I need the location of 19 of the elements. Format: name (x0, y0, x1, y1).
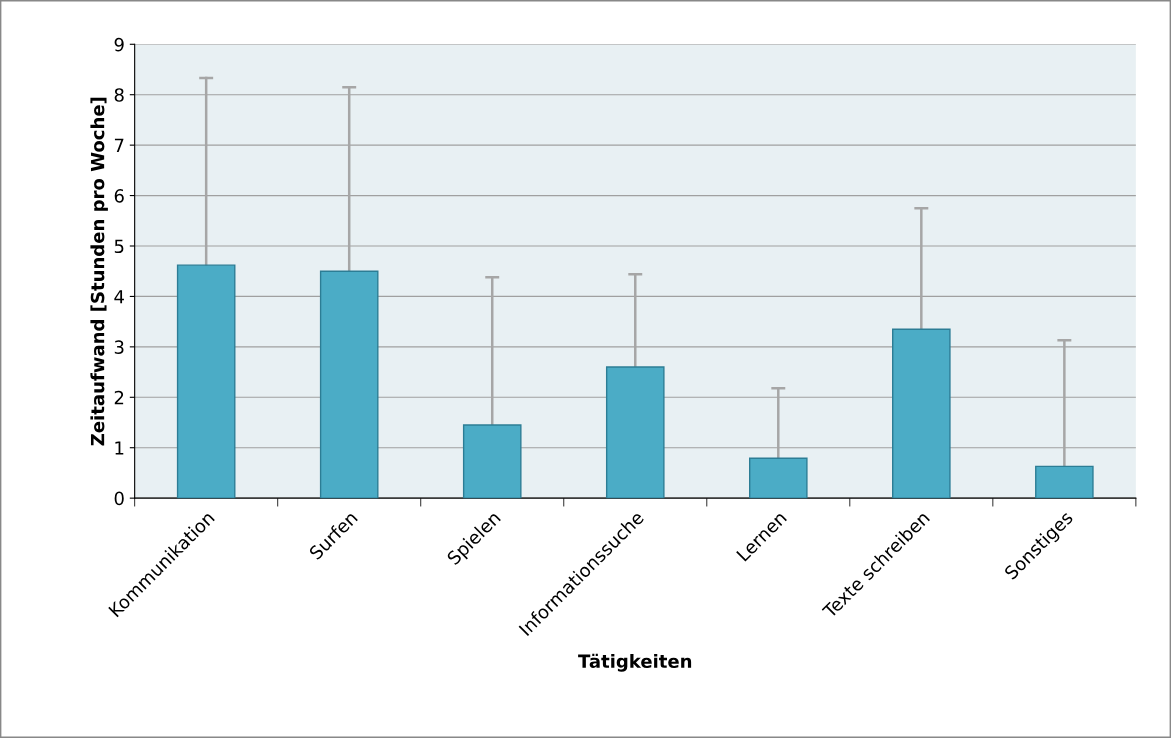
y-tick-label: 3 (114, 340, 124, 354)
y-tick-label: 8 (114, 88, 124, 102)
x-axis-title: Tätigkeiten (578, 653, 692, 672)
y-tick-label: 5 (114, 239, 124, 254)
bar (319, 270, 379, 499)
bar (892, 328, 951, 499)
y-tick-label: 1 (115, 441, 124, 455)
y-tick-label: 7 (114, 138, 124, 152)
bar (605, 366, 665, 499)
y-tick-label: 4 (114, 290, 124, 304)
y-axis-title: Zeitaufwand [Stunden pro Woche] (90, 97, 108, 446)
bar (462, 424, 522, 499)
y-tick-label: 2 (114, 390, 124, 405)
bar (176, 264, 236, 499)
y-tick-label: 9 (114, 37, 124, 52)
bar (1035, 465, 1094, 499)
bar (748, 457, 808, 499)
y-tick-label: 6 (114, 189, 124, 203)
y-tick-label: 0 (114, 491, 124, 506)
